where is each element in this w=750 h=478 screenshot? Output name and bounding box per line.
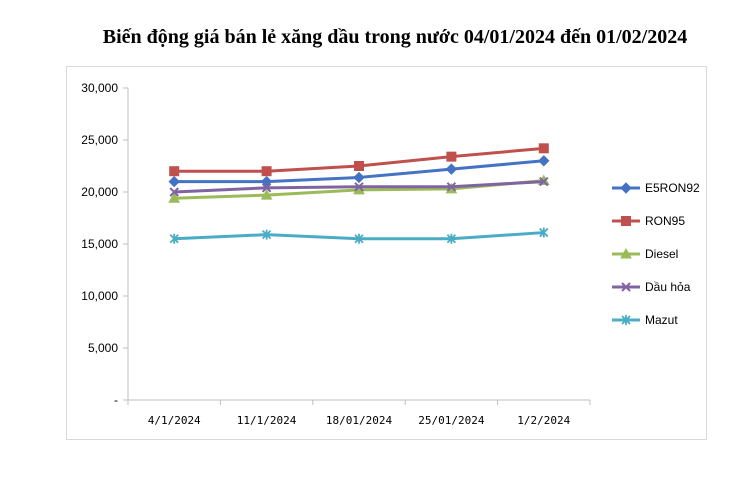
data-point [539,227,549,238]
legend-entry: Mazut [645,313,678,327]
x-tick-label: 1/2/2024 [517,414,570,427]
data-point [260,189,273,200]
x-tick-label: 11/1/2024 [237,414,297,427]
data-point [353,171,365,184]
data-point [261,183,272,193]
data-point [446,151,457,162]
legend-entry: Dầu hỏa [645,280,691,294]
legend-entry: Diesel [645,247,678,261]
data-point [261,166,272,177]
data-point [539,176,549,187]
data-point [169,233,179,244]
data-point [354,161,364,171]
legend-marker [621,282,631,292]
y-tick-label: 15,000 [81,237,118,251]
data-point [261,229,272,240]
y-tick-label: 25,000 [81,133,118,147]
data-point [169,187,179,197]
data-point [354,182,364,192]
legend-marker [621,315,631,325]
legend-entry: RON95 [645,214,685,228]
data-point [168,192,181,203]
data-point [446,182,457,192]
data-point [168,175,180,188]
legend-entry: E5RON92 [645,181,700,195]
data-point [446,233,457,244]
x-tick-label: 18/01/2024 [326,414,393,427]
legend-marker [620,182,632,194]
y-tick-label: 10,000 [81,289,118,303]
y-tick-label: 30,000 [81,81,118,95]
x-tick-label: 25/01/2024 [418,414,485,427]
x-tick-label: 4/1/2024 [148,414,201,427]
data-point [538,155,550,167]
data-point [445,163,458,175]
chart-frame [66,66,707,440]
data-point [354,233,364,244]
legend-marker [621,216,631,226]
chart-title: Biến động giá bán lẻ xăng dầu trong nước… [102,26,688,48]
data-point [538,143,549,154]
y-tick-label: 20,000 [81,185,118,199]
y-tick-label: - [114,393,118,407]
data-point [169,166,180,177]
legend-marker [620,247,632,259]
y-tick-label: 5,000 [88,341,118,355]
